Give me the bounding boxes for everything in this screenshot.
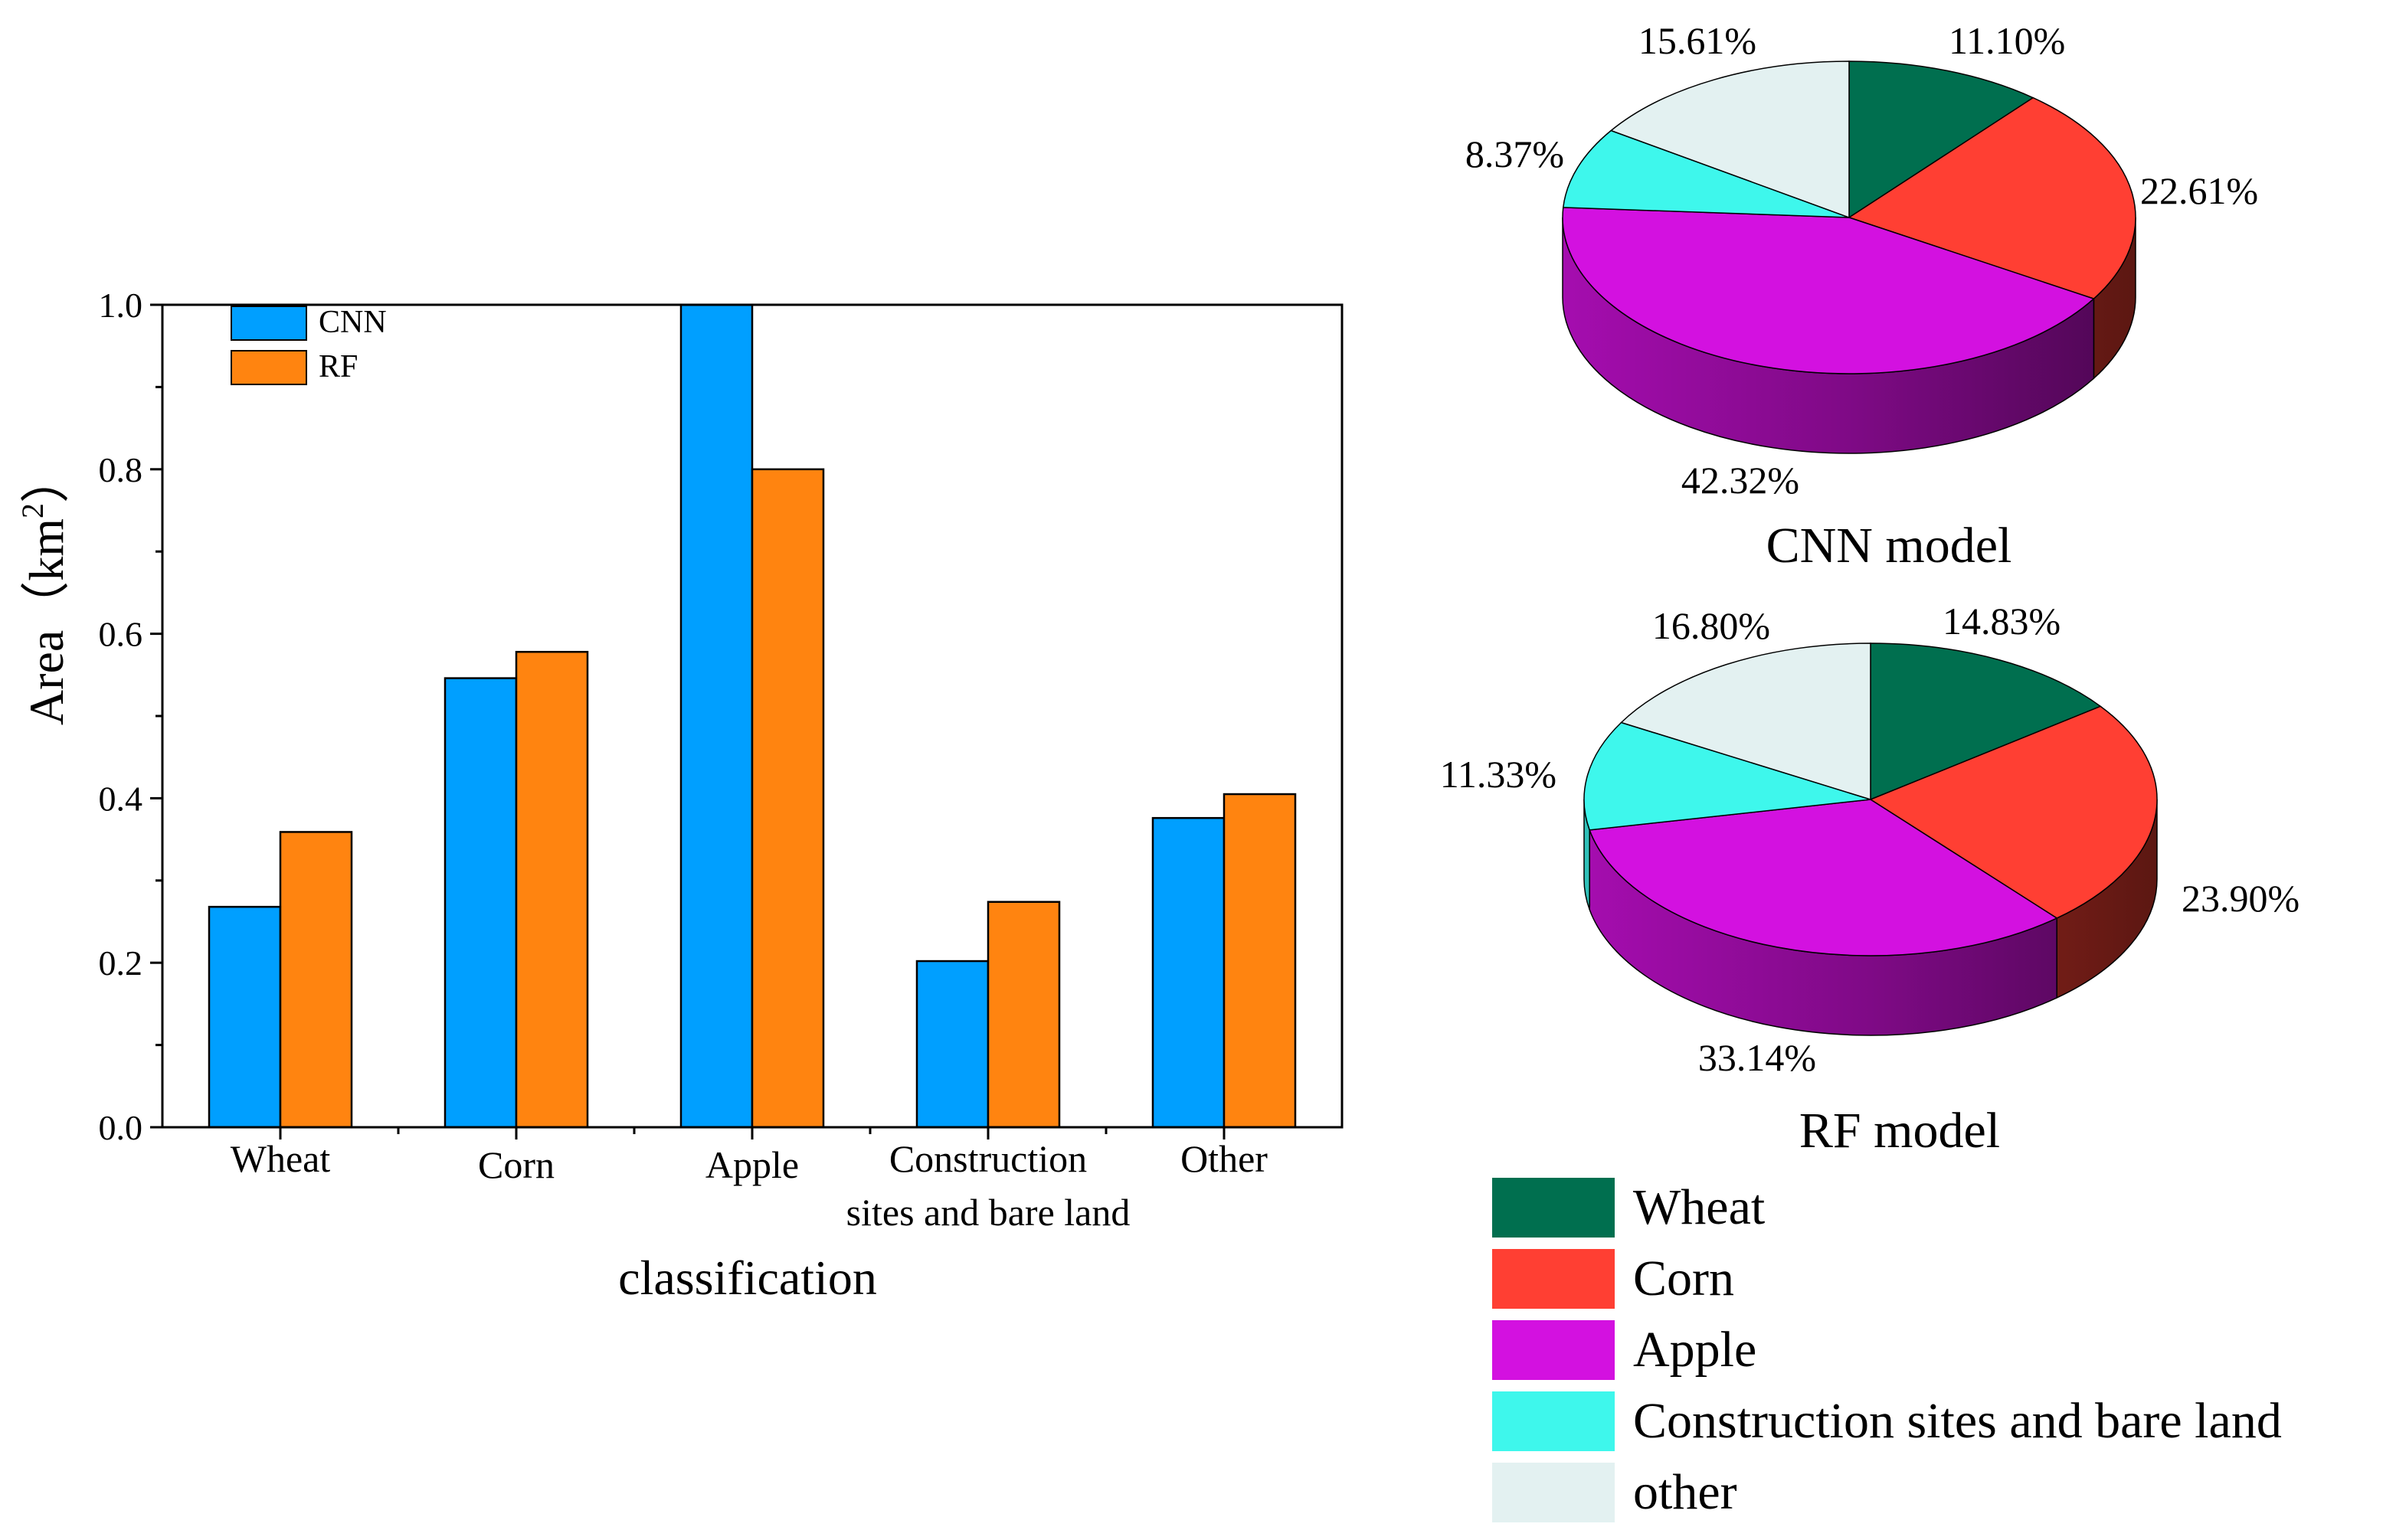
- pie-value-label-corn: 23.90%: [2182, 877, 2299, 920]
- pie-slice-construction-sites-and-bare-land: [1562, 129, 1850, 218]
- legend-label-cnn: CNN: [319, 305, 387, 340]
- pie-slice-other: [1620, 642, 1871, 801]
- pie-value-label-construction-sites-and-bare-land: 11.33%: [1440, 753, 1556, 796]
- legend-label-corn: Corn: [1633, 1251, 1734, 1306]
- y-tick-label: 0.6: [99, 615, 143, 654]
- bar-rf-other: [1223, 793, 1297, 1129]
- legend-swatch-other: [1492, 1463, 1615, 1522]
- x-axis-label: classification: [618, 1251, 877, 1305]
- y-tick-label: 0.8: [99, 450, 143, 489]
- pie-value-label-apple: 33.14%: [1698, 1036, 1816, 1079]
- pie-slice-other: [1609, 60, 1850, 219]
- pie-value-label-corn: 22.61%: [2140, 169, 2258, 212]
- legend-swatch-construction-sites-and-bare-land: [1492, 1391, 1615, 1451]
- y-tick-labels: 0.0 0.2 0.4 0.6 0.8 1.0: [99, 286, 143, 1147]
- bar-cnn-construction: [915, 960, 990, 1129]
- bar-rf-apple: [751, 468, 825, 1129]
- pie-slice-wheat: [1870, 642, 2102, 801]
- pie-title-cnn: CNN model: [1766, 518, 2012, 574]
- y-axis-label-sup: 2: [15, 503, 50, 518]
- pie-slice-corn: [1869, 705, 2158, 919]
- pie-value-label-other: 15.61%: [1638, 19, 1756, 62]
- y-tick-label: 0.4: [99, 779, 143, 818]
- bar-legend: CNN RF: [231, 305, 387, 385]
- bar-cnn-wheat: [208, 905, 282, 1129]
- pie-chart-rf: 14.83% 23.90% 33.14% 11.33% 16.80%: [1440, 600, 2299, 1079]
- legend-label-apple: Apple: [1633, 1322, 1756, 1378]
- x-tick-label-wheat: Wheat: [231, 1137, 331, 1180]
- x-tick-label-other: Other: [1180, 1137, 1268, 1180]
- legend-swatch-wheat: [1492, 1178, 1615, 1238]
- y-axis-label: Area（km2）: [15, 454, 74, 725]
- x-tick-label-construction: Construction: [889, 1137, 1087, 1180]
- x-tick-label-corn: Corn: [478, 1143, 555, 1186]
- y-tick-label: 0.0: [99, 1108, 143, 1147]
- pie-slice-apple: [1562, 207, 2095, 374]
- y-axis-label-main: Area（km: [19, 518, 74, 725]
- pie-value-label-wheat: 14.83%: [1943, 600, 2060, 642]
- x-tick-labels: Wheat Corn Apple Construction sites and bare…: [231, 1137, 1268, 1234]
- legend-swatch-cnn: [231, 306, 307, 341]
- bar-rf-corn: [515, 650, 589, 1129]
- pie-slice-corn: [1848, 96, 2136, 299]
- legend-swatch-corn: [1492, 1249, 1615, 1309]
- bar-axes: [150, 303, 1344, 1139]
- pie-value-label-wheat: 11.10%: [1949, 19, 2065, 62]
- x-tick-label-line2: sites and bare land: [846, 1191, 1131, 1234]
- pie-value-label-construction-sites-and-bare-land: 8.37%: [1465, 132, 1564, 175]
- legend-label-wheat: Wheat: [1633, 1179, 1765, 1235]
- legend-label-construction-sites-and-bare-land: Construction sites and bare land: [1633, 1393, 2282, 1449]
- legend-swatch-apple: [1492, 1320, 1615, 1380]
- bar-rf-wheat: [279, 831, 353, 1129]
- legend-swatch-rf: [231, 350, 307, 385]
- x-tick-label-apple: Apple: [705, 1143, 799, 1186]
- pie-chart-cnn: 11.10% 22.61% 42.32% 8.37% 15.61%: [1465, 19, 2258, 502]
- pie-slice-apple: [1589, 799, 2058, 956]
- y-axis-label-end: ）: [19, 454, 74, 503]
- pie-title-rf: RF model: [1799, 1103, 2000, 1159]
- y-tick-label: 1.0: [99, 286, 143, 325]
- bar-cnn-apple: [679, 303, 754, 1129]
- pie-legend: Wheat Corn Apple Construction sites and bar…: [1492, 1178, 2282, 1522]
- pie-slice-construction-sites-and-bare-land: [1583, 721, 1871, 831]
- legend-label-rf: RF: [319, 349, 358, 384]
- pie-slice-wheat: [1848, 60, 2034, 219]
- bar-cnn-other: [1151, 816, 1226, 1129]
- bar-cnn-corn: [444, 677, 518, 1129]
- pie-value-label-apple: 42.32%: [1681, 459, 1799, 502]
- bar-chart: 0.0 0.2 0.4 0.6 0.8 1.0 Wheat Corn Apple Constru…: [15, 286, 1344, 1305]
- bar-rf-construction: [987, 901, 1061, 1129]
- y-tick-label: 0.2: [99, 943, 143, 983]
- legend-label-other: other: [1633, 1464, 1737, 1520]
- pie-value-label-other: 16.80%: [1652, 604, 1770, 647]
- bar-group: [208, 303, 1297, 1129]
